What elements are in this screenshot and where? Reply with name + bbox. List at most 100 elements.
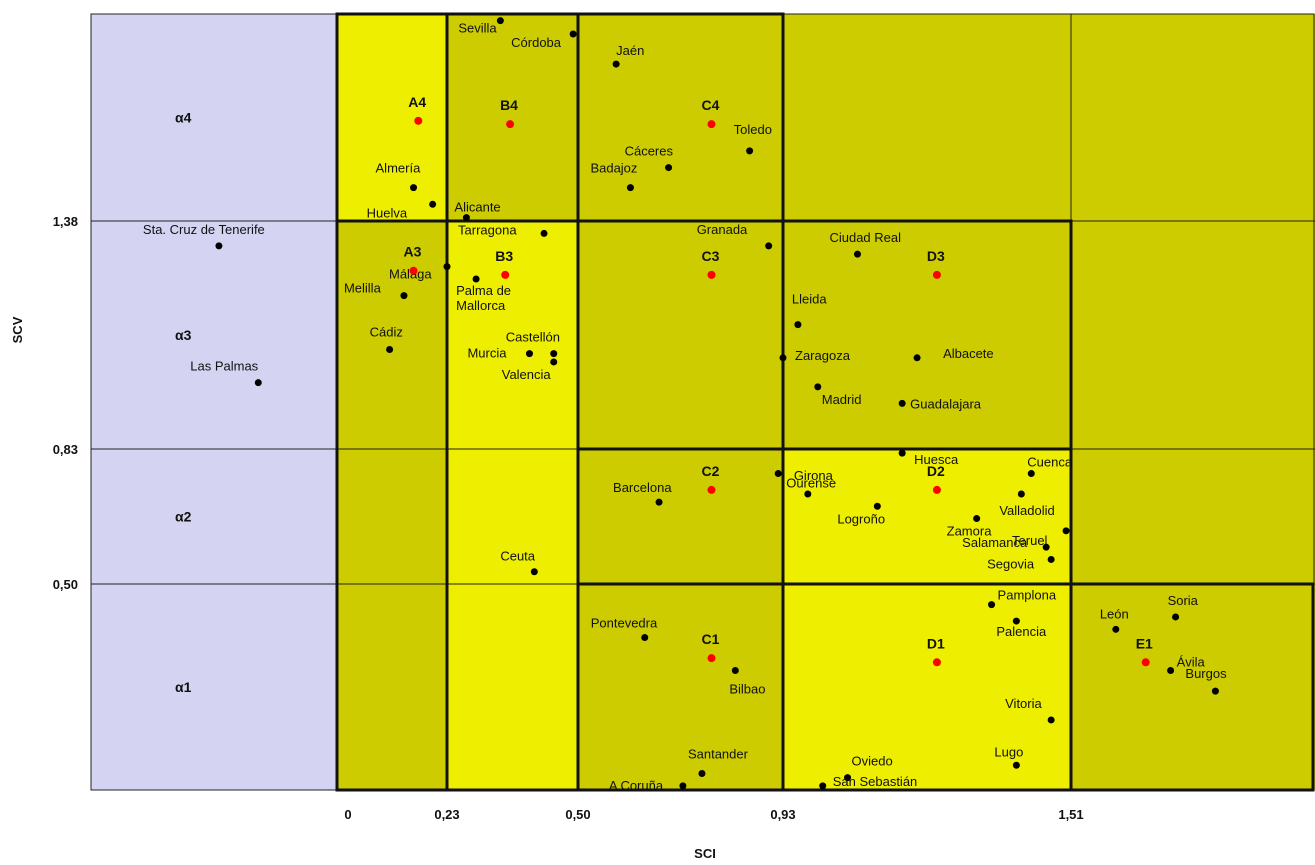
centroid-label: A3 [404,244,422,260]
point-label: Almería [376,161,422,176]
cell-bg [783,584,1071,790]
group-borders [335,12,1315,792]
cell-bg [578,584,783,790]
cell-bg [1071,14,1315,221]
alpha-column-bg [91,14,337,790]
point-marker [1012,761,1020,769]
point-marker [853,250,861,258]
point-marker [1042,543,1050,551]
point-marker [254,379,262,387]
row-label: α4 [175,110,192,126]
point-marker [612,60,620,68]
point-label: Sta. Cruz de Tenerife [143,222,265,237]
point-label: León [1100,606,1129,621]
cell-bg [1071,584,1315,790]
point-label: Madrid [822,392,862,407]
point-label: Guadalajara [910,396,982,411]
data-points: Sevilla Córdoba Jaén Toledo Cáceres Badajoz Al… [143,17,1227,793]
point-marker [443,263,451,271]
centroid-marker [932,658,941,667]
point-marker [898,449,906,457]
y-tick-label: 1,38 [53,214,78,229]
cell-bg [447,14,578,221]
centroid-marker [707,485,716,494]
cell-bg [337,221,447,449]
point-label: Lugo [994,744,1023,759]
point-label: Pontevedra [591,616,658,631]
centroid-label: B3 [495,248,513,264]
y-tick-label: 0,50 [53,577,78,592]
centroid-points: A4 B4 C4 A3 B3 C3 D3 C2 D2 C1 D1 E1 [404,94,1153,667]
point-marker [1112,625,1120,633]
point-label: Oviedo [852,754,893,769]
cell-backgrounds [91,14,1315,790]
point-label: Tarragona [458,222,517,237]
point-marker [655,498,663,506]
point-marker [873,502,881,510]
point-marker [1012,617,1020,625]
point-label: Alicante [454,200,500,215]
point-marker [844,774,852,782]
x-tick-label: 0,50 [565,807,590,822]
row-labels: α1 α2 α3 α4 [175,110,192,696]
point-marker [679,782,687,790]
point-marker [550,350,558,358]
point-label: Huelva [367,205,408,220]
point-marker [540,229,548,237]
row-label: α1 [175,679,192,695]
point-marker [973,515,981,523]
point-label: Granada [697,222,748,237]
point-marker [1047,555,1055,563]
point-label: Zamora [947,524,993,539]
point-label: Zaragoza [795,348,851,363]
cell-bg [337,14,447,221]
point-label: Badajoz [590,161,637,176]
centroid-label: B4 [500,97,518,113]
point-label: Ourense [786,476,836,491]
point-marker [525,350,533,358]
centroid-marker [707,270,716,279]
point-marker [496,17,504,25]
centroid-marker [414,116,423,125]
point-marker [665,164,673,172]
point-label: Murcia [467,346,507,361]
centroid-label: C3 [701,248,719,264]
point-marker [1017,490,1025,498]
y-axis-label: SCV [10,316,25,343]
x-tick-label: 0,23 [434,807,459,822]
x-tick-label: 0,93 [770,807,795,822]
point-label: Córdoba [511,35,562,50]
x-tick-label: 0 [344,807,351,822]
centroid-label: D1 [927,635,945,651]
point-marker [819,782,827,790]
point-label: Sevilla [458,21,497,36]
centroid-marker [932,485,941,494]
point-marker [569,30,577,38]
point-label: Melilla [344,281,382,296]
point-marker [779,354,787,362]
point-marker [550,358,558,366]
centroid-marker [506,120,515,129]
point-label: Ceuta [500,549,535,564]
point-label: Logroño [837,511,885,526]
point-marker [1062,527,1070,535]
point-marker [429,200,437,208]
point-label: Lleida [792,292,827,307]
point-label: Segovia [987,556,1035,571]
point-label: Ávila [1177,655,1206,670]
point-label: Girona [794,468,834,483]
point-marker [913,354,921,362]
point-label: A Coruña [609,778,664,793]
point-marker [698,770,706,778]
row-label: α3 [175,327,192,343]
point-label: Albacete [943,346,994,361]
group-border [1069,582,1315,792]
point-label: Valladolid [999,503,1054,518]
point-marker [988,601,996,609]
y-tick-label: 0,83 [53,442,78,457]
cell-bg [578,221,783,449]
point-marker [530,568,538,576]
point-label: Málaga [389,267,432,282]
point-label: Palencia [996,624,1047,639]
